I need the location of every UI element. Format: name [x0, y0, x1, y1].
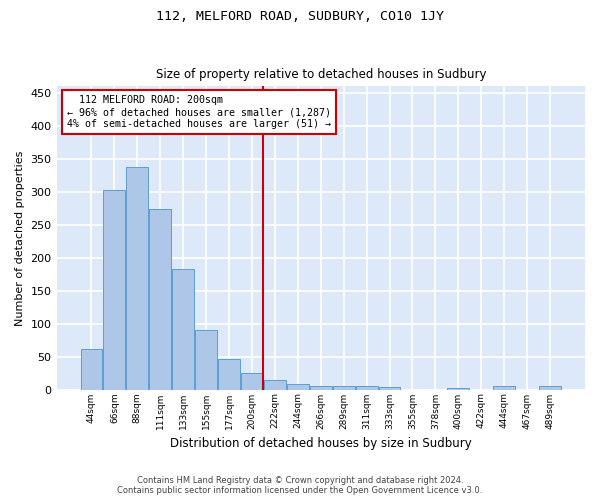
Bar: [264, 380, 286, 390]
Bar: [448, 388, 469, 390]
Bar: [218, 359, 240, 390]
Bar: [356, 386, 377, 390]
Bar: [539, 386, 561, 390]
Bar: [127, 168, 148, 390]
Bar: [172, 269, 194, 390]
Bar: [103, 190, 125, 390]
Bar: [379, 387, 400, 390]
Bar: [287, 384, 309, 390]
Bar: [310, 386, 332, 390]
Bar: [149, 209, 171, 390]
Text: 112 MELFORD ROAD: 200sqm  
← 96% of detached houses are smaller (1,287)
4% of se: 112 MELFORD ROAD: 200sqm ← 96% of detach…: [67, 96, 331, 128]
Y-axis label: Number of detached properties: Number of detached properties: [15, 150, 25, 326]
Title: Size of property relative to detached houses in Sudbury: Size of property relative to detached ho…: [155, 68, 486, 81]
Bar: [493, 386, 515, 390]
Text: 112, MELFORD ROAD, SUDBURY, CO10 1JY: 112, MELFORD ROAD, SUDBURY, CO10 1JY: [156, 10, 444, 23]
Bar: [195, 330, 217, 390]
X-axis label: Distribution of detached houses by size in Sudbury: Distribution of detached houses by size …: [170, 437, 472, 450]
Text: Contains HM Land Registry data © Crown copyright and database right 2024.
Contai: Contains HM Land Registry data © Crown c…: [118, 476, 482, 495]
Bar: [333, 386, 355, 390]
Bar: [80, 348, 103, 390]
Bar: [241, 373, 263, 390]
